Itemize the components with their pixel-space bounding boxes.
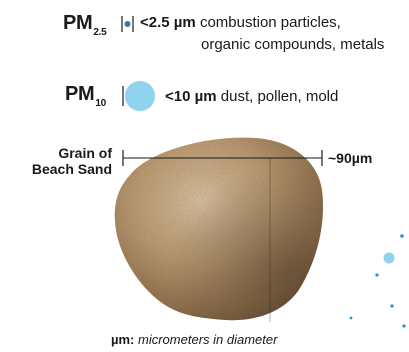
pm10-particle-circle <box>125 81 155 111</box>
pm10-label: PM10 <box>65 83 106 109</box>
pm10-label-main: PM <box>65 83 95 105</box>
pm25-label-main: PM <box>63 12 93 34</box>
unit-footnote-text: micrometers in diameter <box>138 332 278 347</box>
pm25-label: PM2.5 <box>63 12 107 38</box>
sand-measure-label: ~90µm <box>328 150 373 166</box>
pm25-desc-line1: combustion particles, <box>199 14 341 31</box>
particle-dot <box>375 273 379 277</box>
pm25-size-text: <2.5 µm <box>140 14 196 31</box>
pm10-desc: dust, pollen, mold <box>220 88 339 105</box>
pm25-desc-line2: organic compounds, metals <box>201 36 385 53</box>
pm25-size-marker <box>121 16 134 32</box>
pm10-description: <10 µm dust, pollen, mold <box>165 87 338 106</box>
pm10-size-text: <10 µm <box>165 88 217 105</box>
particle-dot <box>349 316 353 320</box>
unit-footnote: µm: micrometers in diameter <box>111 332 277 347</box>
sand-label-line1: Grain of <box>58 145 112 161</box>
unit-footnote-unit: µm: <box>111 332 135 347</box>
particle-dot <box>402 324 406 328</box>
pm25-label-subscript: 2.5 <box>93 27 107 38</box>
sand-label-line2: Beach Sand <box>31 161 112 177</box>
particle-dot <box>400 234 404 238</box>
scattered-particles <box>349 234 406 328</box>
pm10-size-marker <box>122 81 155 111</box>
pm25-particle-dot <box>124 21 131 27</box>
sand-label: Grain of Beach Sand <box>12 145 112 177</box>
particle-dot <box>390 304 394 308</box>
pm25-description: <2.5 µm combustion particles, <box>140 13 341 32</box>
pm10-label-subscript: 10 <box>95 98 106 109</box>
particle-dot <box>383 252 395 264</box>
